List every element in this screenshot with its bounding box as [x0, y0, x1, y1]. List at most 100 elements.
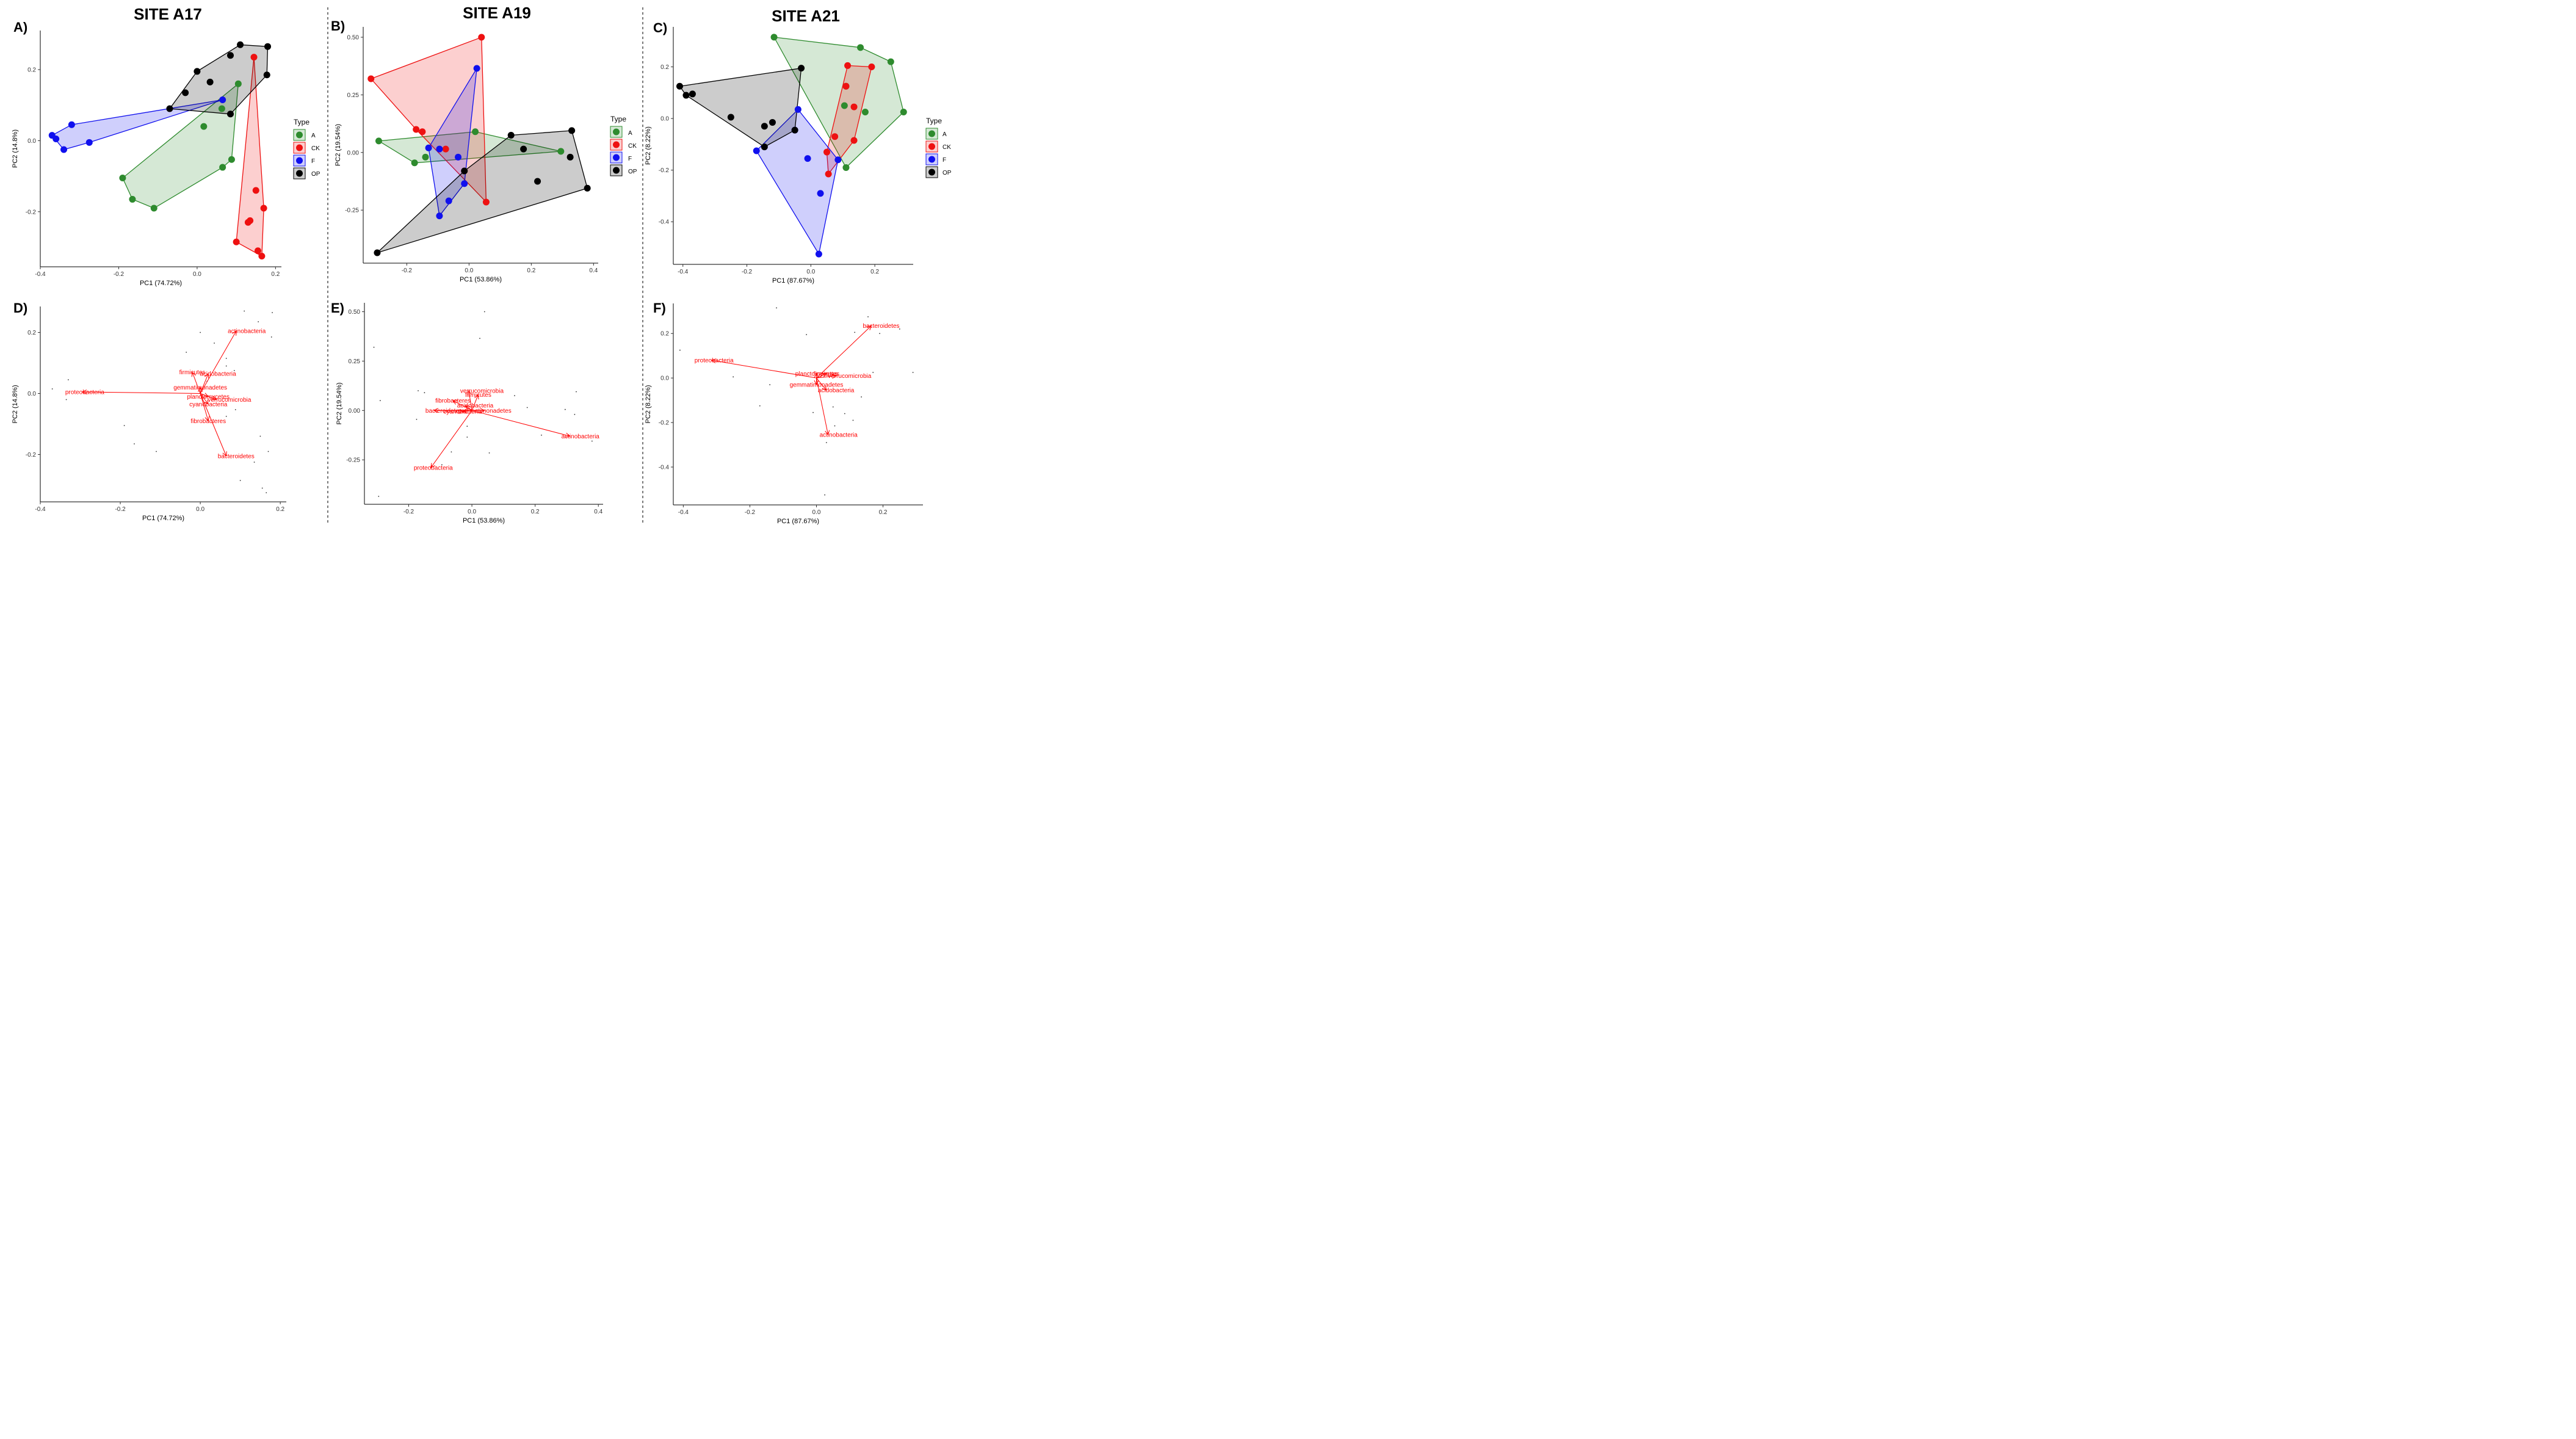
point-A	[375, 137, 382, 145]
point-A	[119, 175, 126, 182]
vector-label: fibrobacteres	[435, 398, 471, 405]
point-F	[436, 145, 443, 153]
point-F	[794, 106, 801, 113]
point-CK	[868, 63, 875, 71]
sample-dot	[879, 333, 881, 335]
legend-label: OP	[628, 169, 637, 175]
loading-arrow	[816, 375, 837, 379]
arrow-head	[825, 430, 830, 436]
point-CK	[442, 145, 449, 153]
sample-dot	[244, 310, 245, 312]
sample-dot	[564, 408, 566, 410]
sample-dot	[418, 390, 419, 391]
loading-arrow	[471, 410, 570, 437]
vector-label: cyanobacteria	[443, 408, 482, 415]
sample-dot	[576, 391, 577, 393]
y-tick-label: 0.2	[27, 67, 36, 74]
vector-label: gemmatimonadetes	[790, 382, 844, 389]
legend-key-dot	[613, 128, 620, 136]
arrow-head	[822, 385, 827, 391]
x-tick-label: 0.0	[468, 509, 476, 515]
point-OP	[769, 118, 776, 126]
sample-dot	[488, 452, 490, 454]
vector-label: acidobacteria	[457, 403, 494, 410]
arrow-head	[433, 408, 439, 413]
legend-label: F	[311, 158, 315, 165]
loading-arrow	[200, 393, 227, 457]
x-tick-label: -0.2	[745, 509, 756, 516]
arrow-head	[461, 408, 468, 414]
x-tick-label: -0.2	[114, 271, 125, 278]
point-CK	[419, 128, 426, 136]
loading-arrow	[465, 405, 472, 411]
sample-dot	[156, 451, 157, 452]
panel-letter: C)	[653, 20, 667, 35]
x-axis-label: PC1 (74.72%)	[142, 515, 184, 522]
y-tick-label: 0.0	[27, 391, 36, 397]
sample-dot	[899, 328, 900, 330]
sample-dot	[679, 349, 681, 351]
sample-dot	[134, 443, 135, 444]
y-axis-label: PC2 (19.54%)	[336, 382, 343, 424]
sample-dot	[591, 440, 593, 442]
point-OP	[263, 71, 270, 79]
sample-dot	[776, 307, 777, 309]
sample-dot	[67, 379, 69, 380]
x-tick-label: 0.0	[196, 506, 204, 513]
y-tick-label: 0.25	[349, 358, 361, 365]
sample-dot	[233, 370, 235, 371]
y-tick-label: 0.2	[660, 331, 669, 338]
legend-label: CK	[942, 144, 951, 151]
loading-arrow	[816, 378, 829, 435]
legend-keys	[925, 128, 938, 178]
point-OP	[520, 145, 527, 153]
sample-dot	[379, 400, 381, 402]
sample-dot	[769, 384, 771, 385]
panel-letter: E)	[331, 300, 344, 316]
x-tick-label: 0.0	[465, 267, 473, 274]
point-F	[815, 250, 822, 258]
point-OP	[182, 89, 189, 96]
point-A	[842, 164, 850, 171]
point-F	[68, 121, 75, 128]
sample-dot	[852, 419, 854, 421]
x-axis-label: PC1 (53.86%)	[460, 276, 502, 283]
sample-dot	[541, 434, 542, 436]
legend-keys	[610, 126, 623, 176]
point-A	[900, 109, 907, 116]
legend-key-dot	[928, 156, 935, 163]
point-A	[150, 205, 157, 212]
chart-panel-6: -0.4 -0.2 0.0 0.2 -0.4 -0.2 0.0 0.2 PC1 (87.67%)…	[645, 303, 923, 525]
site-title: SITE A17	[134, 5, 202, 23]
point-CK	[260, 205, 267, 212]
legend-key-dot	[296, 131, 303, 139]
y-tick-label: 0.0	[27, 138, 36, 145]
x-tick-label: -0.2	[402, 267, 413, 274]
legend-label: A	[311, 132, 316, 139]
point-OP	[534, 178, 541, 185]
arrow-head	[474, 394, 479, 400]
point-CK	[244, 219, 251, 226]
x-tick-label: 0.2	[271, 271, 280, 278]
vector-label: acidobacteria	[200, 371, 236, 378]
point-A	[857, 44, 864, 51]
point-F	[52, 135, 60, 142]
arrow-head	[814, 380, 819, 386]
sample-dot	[225, 416, 227, 417]
vector-label: firmicutes	[813, 371, 839, 377]
vector-label: proteobacteria	[414, 465, 453, 472]
point-CK	[250, 54, 258, 61]
sample-dot	[483, 311, 485, 313]
sample-dot	[759, 405, 761, 407]
point-A	[770, 34, 778, 41]
pca-figure: SITE A17 SITE A19 SITE A21 A) B) C) D) E…	[0, 0, 957, 534]
legend-key-dot	[928, 143, 935, 150]
x-tick-label: 0.0	[806, 269, 815, 275]
legend-label: OP	[311, 171, 320, 178]
point-CK	[823, 148, 831, 156]
legend-key-dot	[928, 169, 935, 176]
hull-OP	[377, 130, 588, 253]
point-A	[887, 58, 894, 65]
point-CK	[831, 133, 839, 140]
point-F	[817, 190, 824, 197]
